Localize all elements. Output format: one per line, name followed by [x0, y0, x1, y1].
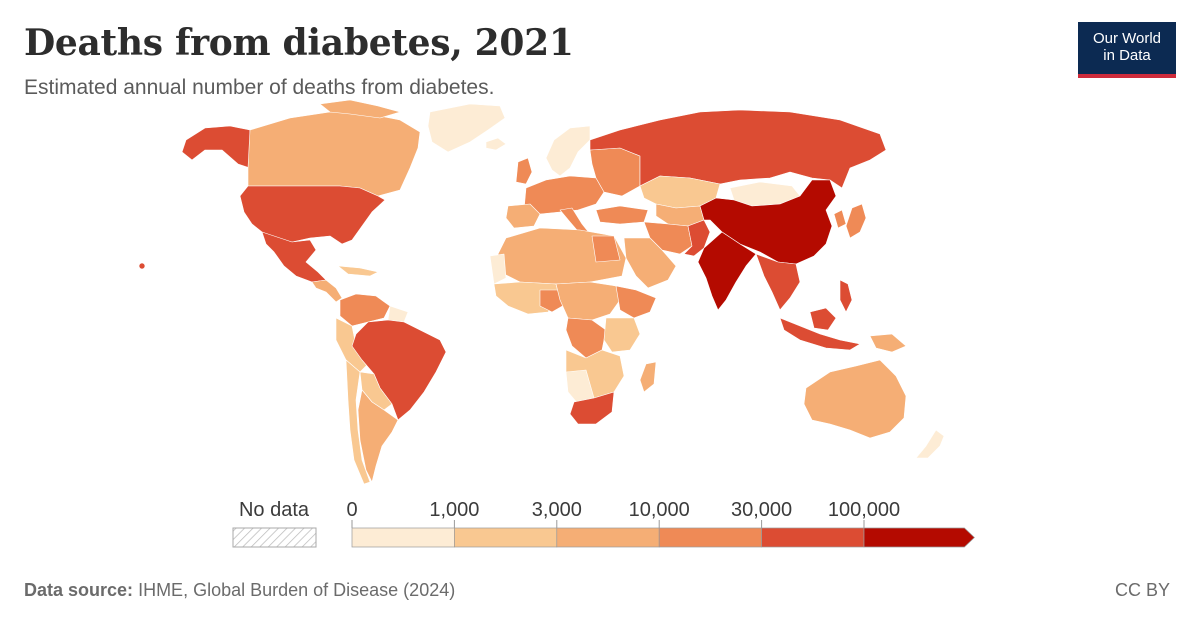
legend-no-data-label: No data — [239, 499, 310, 521]
legend-bin[interactable] — [454, 527, 558, 548]
data-source-text[interactable]: IHME, Global Burden of Disease (2024) — [138, 580, 456, 600]
region-canada-islands[interactable] — [319, 99, 401, 119]
region-scandinavia[interactable] — [545, 125, 591, 177]
region-central-africa[interactable] — [555, 281, 621, 321]
region-korea[interactable] — [833, 209, 847, 229]
region-papua[interactable] — [869, 333, 907, 353]
region-hawaii[interactable] — [138, 262, 146, 270]
region-east-africa[interactable] — [603, 317, 641, 353]
region-australia[interactable] — [803, 359, 907, 439]
region-western-sahara[interactable] — [489, 253, 507, 285]
legend-bin[interactable] — [658, 527, 762, 548]
data-source-label: Data source: — [24, 580, 134, 600]
legend-tick-label: 0 — [346, 499, 357, 521]
chart-title: Deaths from diabetes, 2021 — [24, 22, 574, 64]
owid-logo[interactable]: Our World in Data — [1078, 22, 1176, 78]
legend-tick-label: 10,000 — [629, 499, 690, 521]
region-india[interactable] — [697, 231, 757, 311]
region-brazil[interactable] — [351, 319, 447, 421]
region-indonesia[interactable] — [779, 317, 861, 351]
region-alaska[interactable] — [181, 125, 251, 169]
region-china[interactable] — [699, 179, 837, 265]
legend-bin[interactable] — [556, 527, 660, 548]
region-philippines[interactable] — [839, 279, 853, 313]
region-south-africa[interactable] — [569, 391, 615, 425]
region-madagascar[interactable] — [639, 361, 657, 393]
region-colombia-venezuela[interactable] — [339, 293, 391, 327]
region-uk[interactable] — [515, 157, 533, 185]
logo-line-1: Our World — [1092, 30, 1162, 47]
legend-tick-label: 3,000 — [532, 499, 582, 521]
region-central-america[interactable] — [311, 279, 343, 303]
legend-tick-label: 100,000 — [828, 499, 900, 521]
legend-bin[interactable] — [351, 527, 455, 548]
region-egypt[interactable] — [591, 235, 621, 263]
region-iberia[interactable] — [505, 203, 541, 229]
region-new-zealand[interactable] — [915, 429, 945, 459]
region-united-states[interactable] — [239, 185, 386, 245]
region-borneo[interactable] — [809, 307, 837, 331]
logo-line-2: in Data — [1103, 47, 1151, 64]
region-peru[interactable] — [335, 317, 369, 373]
data-source: Data source: IHME, Global Burden of Dise… — [24, 580, 455, 601]
legend-tick-label: 30,000 — [731, 499, 792, 521]
chart-subtitle: Estimated annual number of deaths from d… — [24, 76, 495, 99]
license-label[interactable]: CC BY — [1114, 580, 1170, 600]
region-ethiopia[interactable] — [615, 285, 657, 319]
legend-no-data-swatch — [232, 527, 317, 548]
region-greenland[interactable] — [427, 103, 506, 153]
legend-bin[interactable] — [761, 527, 865, 548]
region-arabia[interactable] — [623, 237, 677, 289]
region-caribbean[interactable] — [337, 265, 379, 277]
region-argentina[interactable] — [357, 389, 399, 483]
region-japan[interactable] — [845, 203, 867, 239]
region-chile[interactable] — [345, 359, 371, 485]
legend-bin[interactable] — [863, 527, 975, 548]
region-iceland[interactable] — [485, 137, 507, 151]
legend-tick-label: 1,000 — [429, 499, 479, 521]
region-southeast-asia[interactable] — [755, 253, 801, 311]
world-map[interactable] — [0, 95, 1200, 495]
region-pakistan-afghanistan[interactable] — [683, 219, 711, 257]
